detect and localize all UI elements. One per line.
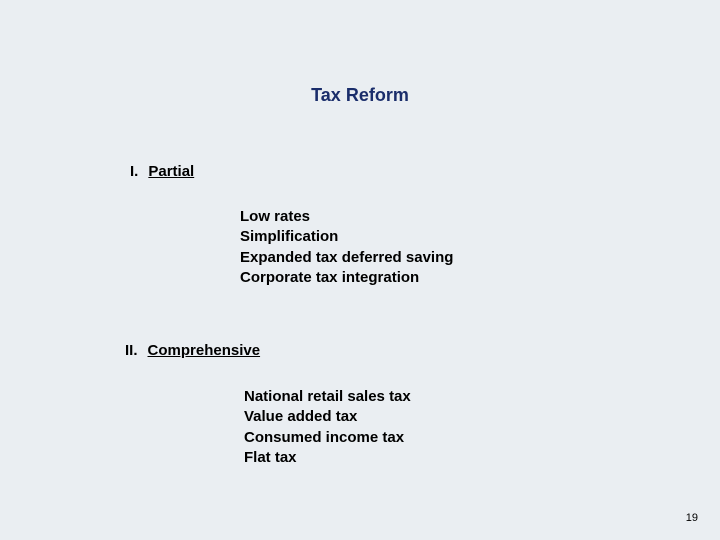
list-item: Value added tax <box>244 407 411 427</box>
list-item: Consumed income tax <box>244 428 411 448</box>
section-partial: I. Partial <box>130 163 194 180</box>
roman-numeral-1: I. <box>130 163 138 180</box>
slide-title: Tax Reform <box>0 85 720 106</box>
slide-container: Tax Reform I. Partial Low rates Simplific… <box>0 0 720 540</box>
list-item: Corporate tax integration <box>240 268 453 288</box>
roman-numeral-2: II. <box>125 342 138 359</box>
section-header-comprehensive: II. Comprehensive <box>125 342 260 359</box>
section-label-partial: Partial <box>148 163 194 180</box>
list-item: Flat tax <box>244 448 411 468</box>
page-number: 19 <box>686 512 698 524</box>
list-item: Expanded tax deferred saving <box>240 248 453 268</box>
section-comprehensive: II. Comprehensive <box>125 342 260 359</box>
section-header-partial: I. Partial <box>130 163 194 180</box>
list-item: Simplification <box>240 227 453 247</box>
items-list-partial: Low rates Simplification Expanded tax de… <box>240 207 453 288</box>
section-label-comprehensive: Comprehensive <box>148 342 261 359</box>
items-list-comprehensive: National retail sales tax Value added ta… <box>244 387 411 468</box>
list-item: National retail sales tax <box>244 387 411 407</box>
list-item: Low rates <box>240 207 453 227</box>
